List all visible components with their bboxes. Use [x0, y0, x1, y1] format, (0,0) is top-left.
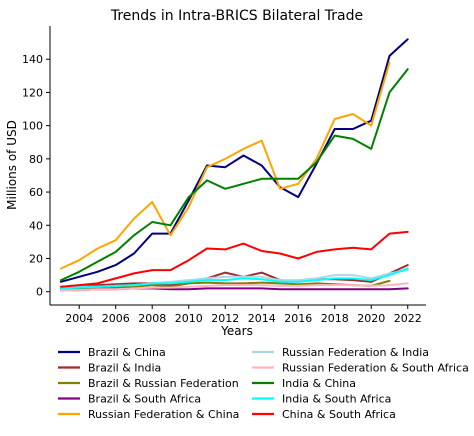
y-tick-label: 40	[29, 219, 43, 232]
y-tick-label: 140	[22, 53, 43, 66]
legend-label: Brazil & Russian Federation	[88, 377, 239, 390]
y-tick-label: 20	[29, 253, 43, 266]
y-tick-label: 120	[22, 86, 43, 99]
y-tick-label: 80	[29, 153, 43, 166]
legend: Brazil & China Brazil & India Brazil & Rus…	[58, 346, 469, 421]
legend-label: India & China	[282, 377, 356, 390]
legend-label: Brazil & China	[88, 346, 166, 359]
x-tick-label: 2008	[138, 312, 166, 325]
x-tick-label: 2004	[65, 312, 93, 325]
series-line-8	[60, 68, 409, 282]
x-tick-label: 2018	[321, 312, 349, 325]
x-axis-title: Years	[220, 324, 253, 338]
legend-label: Russian Federation & India	[282, 346, 429, 359]
legend-label: India & South Africa	[282, 393, 391, 406]
plot-area: 0 20 40 60 80 100 120 140 2004 2006 2008 2010 2012 20…	[22, 26, 426, 325]
x-tick-label: 2006	[102, 312, 130, 325]
x-tick-label: 2012	[211, 312, 239, 325]
legend-label: Brazil & South Africa	[88, 393, 201, 406]
series-line-9	[60, 267, 409, 290]
y-axis-title: Millions of USD	[5, 120, 19, 210]
series-line-1	[60, 38, 409, 283]
legend-label: Russian Federation & South Africa	[282, 362, 469, 375]
legend-label: Brazil & India	[88, 362, 161, 375]
y-tick-label: 0	[36, 286, 43, 299]
series-line-5	[60, 61, 391, 270]
series-line-7	[60, 282, 409, 292]
x-tick-label: 2020	[357, 312, 385, 325]
y-tick-label: 100	[22, 120, 43, 133]
legend-label: China & South Africa	[282, 408, 396, 421]
x-tick-label: 2016	[284, 312, 312, 325]
chart-title: Trends in Intra-BRICS Bilateral Trade	[110, 8, 363, 24]
series-line-10	[60, 230, 409, 288]
legend-label: Russian Federation & China	[88, 408, 239, 421]
y-tick-label: 60	[29, 186, 43, 199]
x-tick-label: 2022	[394, 312, 422, 325]
x-tick-label: 2010	[175, 312, 203, 325]
series-line-2	[60, 264, 409, 290]
x-tick-label: 2014	[248, 312, 276, 325]
